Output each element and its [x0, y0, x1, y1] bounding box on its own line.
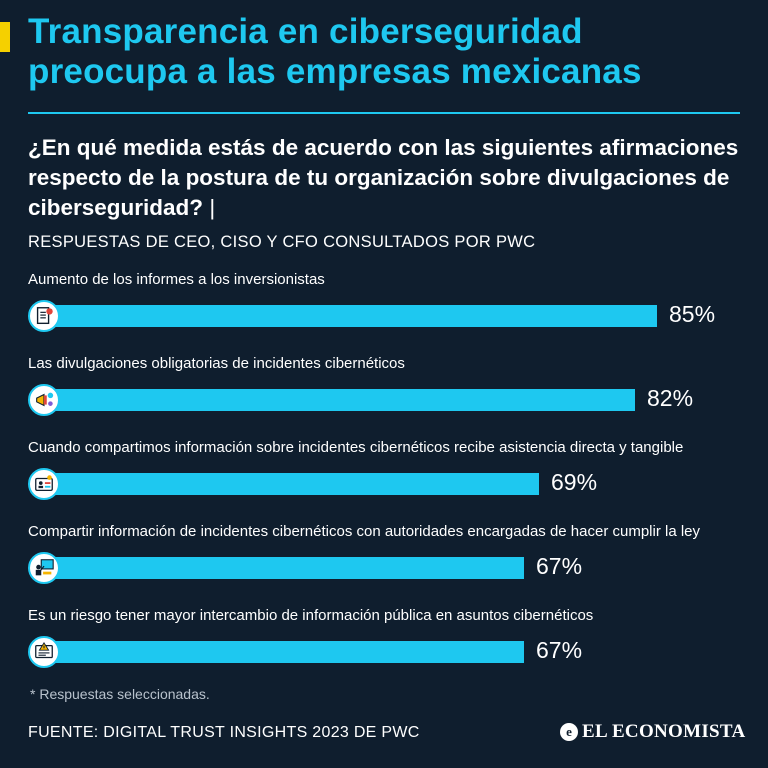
brand-name: EL ECONOMISTA: [582, 721, 746, 742]
presenter-icon: [28, 552, 60, 584]
bar-value-label: 67%: [536, 553, 583, 579]
bar: [44, 305, 657, 327]
accent-bar: [0, 22, 10, 52]
bar-value-label: 85%: [669, 301, 716, 327]
question-text: ¿En qué medida estás de acuerdo con las …: [28, 135, 739, 220]
page-title: Transparencia en ciberseguridad preocupa…: [28, 12, 642, 91]
chart-subtitle: RESPUESTAS DE CEO, CISO Y CFO CONSULTADO…: [28, 233, 536, 251]
title-divider: [28, 112, 740, 114]
bar: [44, 557, 524, 579]
bar-label: Las divulgaciones obligatorias de incide…: [28, 355, 405, 372]
bar-label: Cuando compartimos información sobre inc…: [28, 439, 684, 456]
bar: [44, 641, 524, 663]
bar-label: Es un riesgo tener mayor intercambio de …: [28, 607, 594, 624]
brand-logo: e EL ECONOMISTA: [560, 721, 746, 743]
megaphone-icon: [28, 384, 60, 416]
source-note: FUENTE: DIGITAL TRUST INSIGHTS 2023 DE P…: [28, 724, 420, 741]
bar: [44, 389, 635, 411]
bar-label: Aumento de los informes a los inversioni…: [28, 271, 325, 288]
question-separator: |: [209, 195, 216, 220]
bar: [44, 473, 539, 495]
warning-screen-icon: [28, 636, 60, 668]
brand-mark-icon: e: [560, 723, 578, 741]
bar-value-label: 82%: [647, 385, 694, 411]
document-icon: [28, 300, 60, 332]
bar-value-label: 69%: [551, 469, 598, 495]
chart-question: ¿En qué medida estás de acuerdo con las …: [28, 133, 748, 223]
id-card-icon: [28, 468, 60, 500]
bar-label: Compartir información de incidentes cibe…: [28, 523, 701, 540]
bar-value-label: 67%: [536, 637, 583, 663]
footnote: * Respuestas seleccionadas.: [30, 686, 210, 702]
